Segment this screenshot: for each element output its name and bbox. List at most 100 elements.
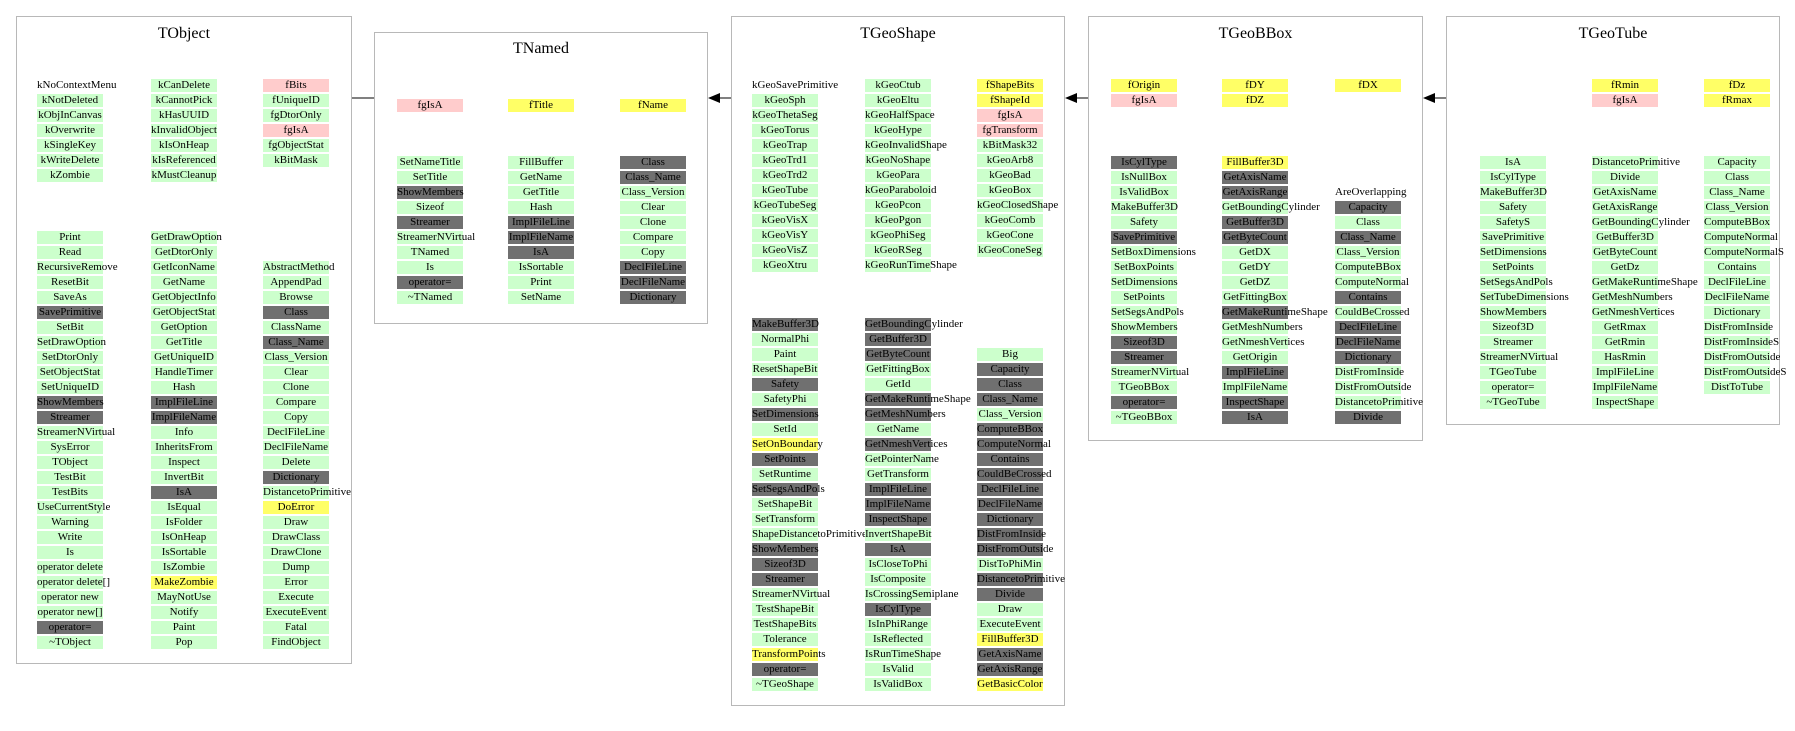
- member-function: Dictionary: [977, 513, 1043, 526]
- member-function: GetDZ: [1222, 276, 1288, 289]
- member-function: DeclFileName: [263, 441, 329, 454]
- member-function: GetRmax: [1592, 321, 1658, 334]
- member-function: HasRmin: [1592, 351, 1658, 364]
- member-function: Contains: [1335, 291, 1401, 304]
- member-function: InheritsFrom: [151, 441, 217, 454]
- member-function: DeclFileLine: [1704, 276, 1770, 289]
- member-function: GetAxisName: [977, 648, 1043, 661]
- member-function: Contains: [1704, 261, 1770, 274]
- member-function: ~TObject: [37, 636, 103, 649]
- member-function: Read: [37, 246, 103, 259]
- data-member: fRmax: [1704, 94, 1770, 107]
- member-function: DeclFileName: [1704, 291, 1770, 304]
- data-member: kGeoNoShape: [865, 154, 931, 167]
- member-function: GetMakeRuntimeShape: [865, 393, 971, 406]
- member-function: operator delete: [37, 561, 103, 574]
- member-function: ~TGeoBBox: [1111, 411, 1177, 424]
- member-function: IsCylType: [865, 603, 931, 616]
- data-member: fRmin: [1592, 79, 1658, 92]
- data-member: kGeoParaboloid: [865, 184, 937, 197]
- member-function: DistancetoPrimitive: [1335, 396, 1423, 409]
- member-function: IsA: [151, 486, 217, 499]
- data-member: fDY: [1222, 79, 1288, 92]
- member-function: Copy: [620, 246, 686, 259]
- member-function: IsComposite: [865, 573, 931, 586]
- member-function: ExecuteEvent: [263, 606, 329, 619]
- member-function: ImplFileLine: [151, 396, 217, 409]
- member-function: operator delete[]: [37, 576, 110, 589]
- member-function: SysError: [37, 441, 103, 454]
- member-function: Is: [397, 261, 463, 274]
- member-function: IsA: [508, 246, 574, 259]
- member-function: TestShapeBits: [752, 618, 818, 631]
- member-function: GetName: [151, 276, 217, 289]
- data-member: fDz: [1704, 79, 1770, 92]
- member-function: GetPointerName: [865, 453, 939, 466]
- data-member: kGeoInvalidShape: [865, 139, 947, 152]
- data-member: fgIsA: [1592, 94, 1658, 107]
- member-function: SetBoxDimensions: [1111, 246, 1196, 259]
- class-box-tnamed: TNamed fgIsA fTitle fName SetNameTitle SetTit…: [374, 32, 708, 324]
- member-function: SetName: [508, 291, 574, 304]
- member-function: Clone: [263, 381, 329, 394]
- member-function: operator new[]: [37, 606, 103, 619]
- member-function: SetDtorOnly: [37, 351, 103, 364]
- data-member: fBits: [263, 79, 329, 92]
- member-function: IsEqual: [151, 501, 217, 514]
- class-title: TObject: [157, 25, 211, 42]
- member-function: Sizeof3D: [752, 558, 818, 571]
- member-function: ComputeNormal: [1335, 276, 1409, 289]
- member-function: [977, 333, 1043, 346]
- member-function: Info: [151, 426, 217, 439]
- member-function: ShapeDistancetoPrimitive: [752, 528, 867, 541]
- member-function: GetDX: [1222, 246, 1288, 259]
- member-function: operator=: [1480, 381, 1546, 394]
- member-function: SetShapeBit: [752, 498, 818, 511]
- member-function: Print: [37, 231, 103, 244]
- member-function: GetMeshNumbers: [865, 408, 946, 421]
- member-function: Draw: [977, 603, 1043, 616]
- data-member: kGeoEltu: [865, 94, 931, 107]
- member-function: SetSegsAndPols: [1480, 276, 1553, 289]
- member-function: IsValid: [865, 663, 931, 676]
- class-title: TGeoTube: [1578, 25, 1648, 42]
- member-function: GetIconName: [151, 261, 217, 274]
- member-function: Dictionary: [263, 471, 329, 484]
- data-member: kOverwrite: [37, 124, 103, 137]
- member-function: SetBit: [37, 321, 103, 334]
- member-function: SetPoints: [1111, 291, 1177, 304]
- data-member: kGeoTrap: [752, 139, 818, 152]
- member-function: SetId: [752, 423, 818, 436]
- member-function: ImplFileName: [508, 231, 574, 244]
- data-member: kZombie: [37, 169, 103, 182]
- data-member: fgObjectStat: [263, 139, 329, 152]
- member-function: Sizeof3D: [1480, 321, 1546, 334]
- data-member: kGeoHalfSpace: [865, 109, 935, 122]
- member-function: Streamer: [37, 411, 103, 424]
- member-function: Class_Name: [977, 393, 1043, 406]
- member-function: Class_Name: [263, 336, 329, 349]
- member-function: GetAxisRange: [1592, 201, 1658, 214]
- member-function: SetTitle: [397, 171, 463, 184]
- member-function: GetAxisName: [1592, 186, 1658, 199]
- member-function: Class_Version: [1704, 201, 1770, 214]
- arrow-tgeotube-to-tgeobbox: [1423, 93, 1446, 103]
- member-function: IsRunTimeShape: [865, 648, 941, 661]
- member-function: SafetyPhi: [752, 393, 818, 406]
- data-member: kObjInCanvas: [37, 109, 103, 122]
- member-function: operator new: [37, 591, 103, 604]
- member-function: operator=: [1111, 396, 1177, 409]
- member-function: StreamerNVirtual: [752, 588, 831, 601]
- member-function: TestBit: [37, 471, 103, 484]
- data-member: kGeoSavePrimitive: [752, 79, 839, 91]
- member-function: Compare: [263, 396, 329, 409]
- member-function: DistancetoPrimitive: [977, 573, 1065, 586]
- arrow-tgeoshape-to-tnamed: [708, 93, 731, 103]
- member-function: GetTitle: [151, 336, 217, 349]
- member-function: ImplFileLine: [1592, 366, 1658, 379]
- data-member: kNoContextMenu: [37, 79, 117, 91]
- data-member: kGeoVisX: [752, 214, 818, 227]
- member-function: Class_Name: [1704, 186, 1770, 199]
- member-function: ShowMembers: [1111, 321, 1178, 334]
